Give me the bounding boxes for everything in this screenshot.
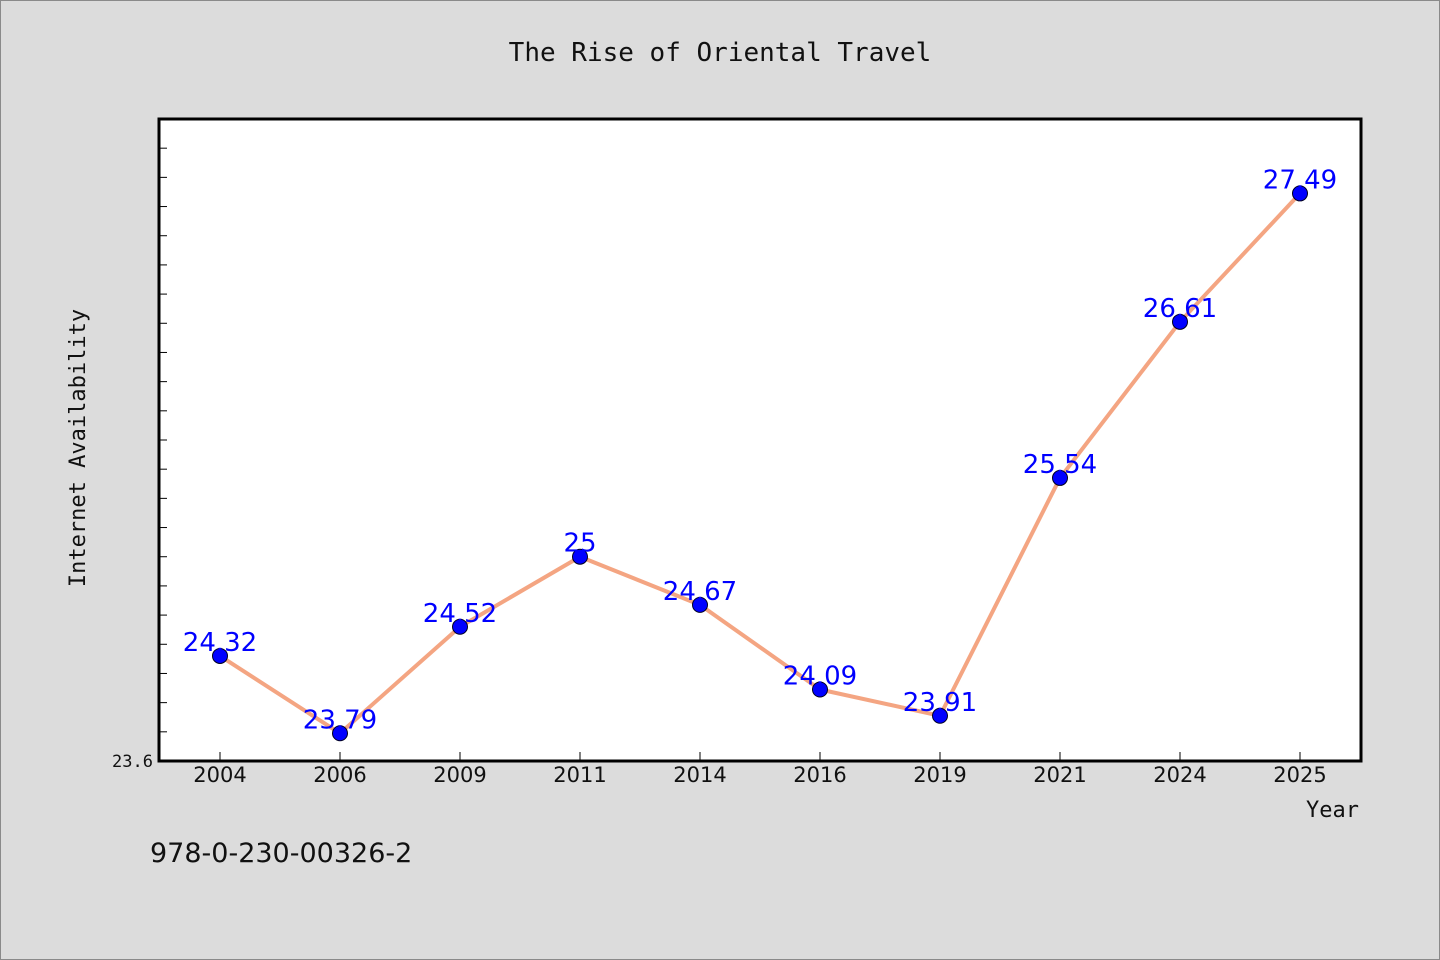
plot-area bbox=[157, 117, 1363, 763]
x-tick-label: 2025 bbox=[1273, 763, 1326, 787]
data-point bbox=[332, 725, 348, 742]
x-tick-label: 2009 bbox=[433, 763, 486, 787]
x-tick-label: 2019 bbox=[913, 763, 966, 787]
x-axis-tick-labels: 2004 2006 2009 2011 2014 2016 2019 2021 2024 2025 bbox=[193, 763, 1326, 787]
data-label: 24.52 bbox=[423, 599, 497, 629]
data-label: 23.79 bbox=[303, 705, 377, 735]
data-point bbox=[932, 707, 948, 724]
series-line-group bbox=[218, 192, 1302, 736]
data-point bbox=[692, 596, 708, 613]
y-tick-label: 23.6 bbox=[112, 752, 153, 772]
data-label: 24.67 bbox=[663, 577, 737, 607]
data-point bbox=[812, 681, 828, 698]
data-point bbox=[1172, 313, 1188, 330]
chart-title: The Rise of Oriental Travel bbox=[509, 38, 932, 68]
data-label: 24.32 bbox=[183, 628, 257, 658]
data-label: 27.49 bbox=[1263, 165, 1337, 195]
data-point bbox=[212, 647, 228, 664]
isbn-text: 978-0-230-00326-2 bbox=[150, 838, 412, 869]
x-tick-label: 2004 bbox=[193, 763, 246, 787]
data-label: 26.61 bbox=[1143, 294, 1217, 324]
data-label: 23.91 bbox=[903, 688, 977, 718]
data-point bbox=[1052, 469, 1068, 486]
series-line bbox=[218, 192, 1302, 736]
data-label: 24.09 bbox=[783, 662, 857, 692]
data-point bbox=[1292, 185, 1308, 202]
y-axis-tick-labels: 23.6 bbox=[112, 752, 153, 772]
x-axis-label: Year bbox=[1306, 798, 1359, 823]
data-label: 25.54 bbox=[1023, 450, 1097, 480]
data-labels: 24.32 23.79 24.52 25 24.67 24.09 23.91 25.54 26.… bbox=[183, 165, 1337, 735]
data-points bbox=[212, 185, 1308, 742]
data-point bbox=[572, 548, 588, 565]
x-tick-label: 2006 bbox=[313, 763, 366, 787]
data-label: 25 bbox=[563, 529, 596, 559]
x-tick-label: 2024 bbox=[1153, 763, 1206, 787]
x-tick-label: 2021 bbox=[1033, 763, 1086, 787]
y-axis-label: Internet Availability bbox=[66, 309, 91, 587]
y-axis-ticks bbox=[159, 118, 167, 762]
x-tick-label: 2016 bbox=[793, 763, 846, 787]
x-axis-ticks bbox=[219, 752, 1301, 761]
x-tick-label: 2014 bbox=[673, 763, 726, 787]
data-point bbox=[452, 618, 468, 635]
x-tick-label: 2011 bbox=[553, 763, 606, 787]
